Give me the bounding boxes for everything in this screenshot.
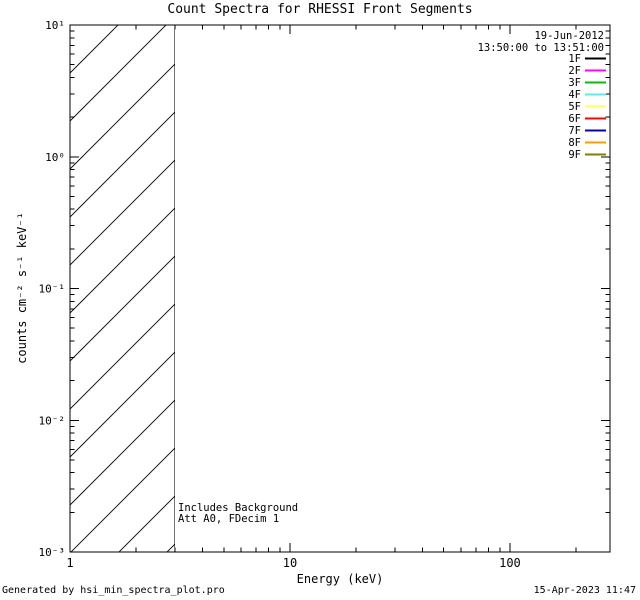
x-axis-label: Energy (keV)	[296, 572, 384, 586]
legend-label-6F: 6F	[568, 113, 581, 125]
x-tick-label: 1	[66, 556, 73, 570]
axes-frame	[69, 24, 611, 553]
y-tick-label: 10¹	[45, 19, 65, 32]
legend-label-8F: 8F	[568, 137, 581, 149]
legend-label-5F: 5F	[568, 101, 581, 113]
legend-label-9F: 9F	[568, 149, 581, 161]
axis-ticks	[69, 24, 610, 553]
legend-label-3F: 3F	[568, 77, 581, 89]
legend-time-range: 13:50:00 to 13:51:00	[477, 42, 604, 54]
y-tick-label: 10⁻²	[39, 414, 66, 427]
legend-label-7F: 7F	[568, 125, 581, 137]
excluded-band-hatch	[70, 25, 175, 552]
x-tick-label: 100	[499, 556, 521, 570]
legend-label-4F: 4F	[568, 89, 581, 101]
y-tick-label: 10⁻¹	[39, 283, 66, 296]
annotation-text: Includes Background	[178, 502, 298, 514]
x-tick-label: 10	[283, 556, 297, 570]
y-axis-label: counts cm⁻² s⁻¹ keV⁻¹	[15, 212, 29, 364]
generated-by-text: Generated by hsi_min_spectra_plot.pro	[2, 585, 225, 596]
y-tick-label: 10⁻³	[39, 546, 66, 559]
legend-date: 19-Jun-2012	[534, 30, 604, 42]
y-tick-label: 10⁰	[45, 151, 65, 164]
annotation-text: Att A0, FDecim 1	[178, 513, 279, 525]
generated-timestamp: 15-Apr-2023 11:47	[533, 585, 636, 596]
legend-label-1F: 1F	[568, 53, 581, 65]
legend-label-2F: 2F	[568, 65, 581, 77]
chart-title: Count Spectra for RHESSI Front Segments	[167, 2, 473, 17]
